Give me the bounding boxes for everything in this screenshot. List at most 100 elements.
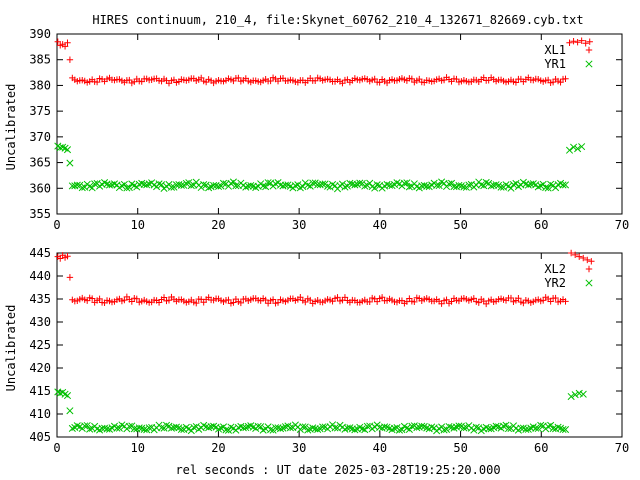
- yr1-point: [59, 143, 67, 151]
- yr1-point: [309, 179, 317, 187]
- xl2-point: [366, 298, 373, 306]
- xl2-point: [475, 299, 482, 306]
- yr1-point: [271, 180, 280, 188]
- xl2-point: [64, 253, 71, 260]
- x-tick-label: 40: [373, 218, 387, 232]
- xl2-point: [576, 253, 583, 260]
- y-tick-label: 360: [29, 181, 51, 195]
- yr1-point: [200, 180, 208, 189]
- y-tick-label: 390: [29, 27, 51, 41]
- x-tick-label: 20: [211, 441, 225, 455]
- yr1-point: [565, 146, 574, 154]
- chart-title: HIRES continuum, 210_4, file:Skynet_6076…: [92, 13, 583, 27]
- xl1-point: [570, 38, 577, 45]
- xl2-point: [584, 256, 591, 264]
- x-tick-label: 30: [292, 218, 306, 232]
- legend-marker-xl2: [585, 265, 593, 273]
- yr2-point: [361, 426, 369, 434]
- xl2-point: [96, 295, 103, 303]
- yr2-point: [140, 425, 148, 433]
- yr2-point: [341, 425, 349, 433]
- yr1-point: [539, 180, 547, 188]
- xl2-point: [128, 298, 136, 305]
- yr1-point: [66, 159, 74, 167]
- xl1-point: [408, 75, 416, 83]
- xl2-point: [237, 299, 245, 307]
- xl2-point: [165, 297, 173, 304]
- legend-label-xl2: XL2: [544, 262, 566, 276]
- xl2-point: [378, 294, 386, 301]
- yr2-point: [254, 422, 262, 430]
- xl2-point: [571, 251, 579, 259]
- yr1-point: [373, 181, 381, 189]
- yr1-point: [482, 178, 490, 187]
- xl2-point: [160, 294, 168, 301]
- yr1-point: [205, 184, 213, 192]
- yr2-point: [492, 422, 500, 430]
- yr2-point: [304, 426, 312, 434]
- y-tick-label: 380: [29, 78, 51, 92]
- yr1-point: [561, 181, 570, 189]
- yr2-point: [472, 423, 480, 431]
- yr2-point: [358, 425, 366, 433]
- yr1-point: [388, 182, 396, 190]
- legend-label-xl1: XL1: [544, 43, 566, 57]
- yr1-point: [405, 183, 413, 191]
- yr1-point: [264, 179, 272, 187]
- yr2-point: [267, 426, 275, 434]
- yr2-point: [81, 422, 89, 430]
- yr2-point: [405, 425, 413, 433]
- yr1-point: [346, 179, 354, 187]
- yr1-point: [445, 180, 453, 188]
- yr1-point: [229, 178, 237, 186]
- xl2-point: [567, 249, 575, 257]
- xl2-point: [193, 299, 200, 307]
- yr2-point: [499, 422, 508, 430]
- xl1-point: [267, 77, 274, 85]
- yr1-point: [371, 184, 379, 192]
- yr2-point: [408, 422, 416, 430]
- yr1-point: [319, 180, 327, 188]
- yr1-point: [214, 182, 223, 191]
- yr1-point: [182, 179, 190, 187]
- yr1-point: [120, 180, 128, 188]
- xl2-point: [334, 294, 341, 301]
- yr2-point: [66, 407, 74, 415]
- yr1-point: [63, 146, 72, 154]
- x-tick-label: 30: [292, 441, 306, 455]
- x-tick-label: 10: [130, 218, 144, 232]
- xl1-point: [574, 39, 581, 46]
- x-tick-label: 70: [615, 441, 629, 455]
- top-panel: Uncalibrated 0 10 20 30 40 50 60 70 355 360 365 370…: [4, 27, 629, 232]
- yr2-point: [187, 427, 195, 435]
- xl1-point: [582, 40, 589, 47]
- x-tick-label: 50: [453, 218, 467, 232]
- yr1-point: [291, 182, 299, 190]
- yr2-point: [571, 391, 579, 399]
- xl2-point: [88, 295, 96, 302]
- yr1-point: [242, 183, 250, 191]
- yr1-point: [143, 181, 151, 189]
- yr1-point: [351, 181, 359, 189]
- xl1-point: [512, 79, 520, 86]
- yr2-point: [440, 426, 448, 434]
- xl2-point: [562, 298, 569, 305]
- yr2-point: [73, 422, 81, 430]
- yr2-point: [331, 424, 339, 432]
- yr1-point: [403, 179, 411, 187]
- xl1-point: [61, 43, 69, 50]
- yr2-point: [537, 421, 545, 429]
- yr2-point: [314, 425, 322, 433]
- yr2-point: [547, 421, 555, 429]
- yr2-point: [390, 424, 399, 432]
- xl1-point: [578, 37, 585, 44]
- yr2-point: [455, 422, 463, 430]
- yr2-point: [502, 421, 510, 429]
- yr2-point: [504, 425, 513, 433]
- yr2-point: [363, 422, 371, 430]
- y-tick-label: 370: [29, 130, 51, 144]
- yr1-point: [167, 183, 176, 191]
- yr2-point: [222, 426, 230, 434]
- yr2-point: [351, 426, 359, 434]
